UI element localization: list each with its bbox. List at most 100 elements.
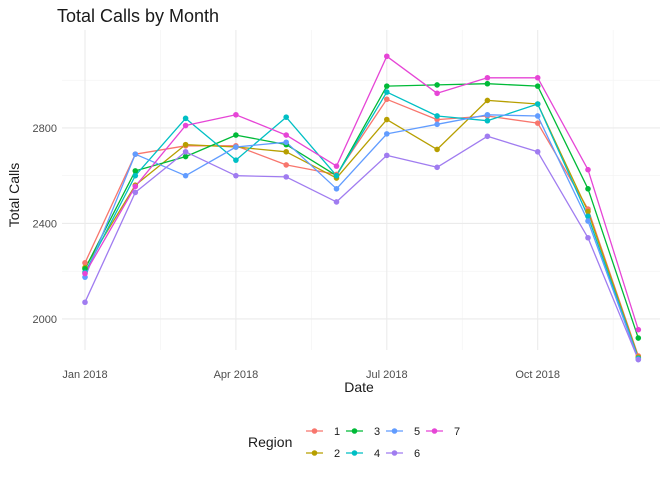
data-point-region-2 — [384, 116, 390, 123]
data-point-region-6 — [233, 172, 239, 179]
legend-item-region-3: 3 — [346, 426, 380, 438]
x-tick-label: Jul 2018 — [366, 369, 408, 381]
legend-label: 4 — [374, 448, 380, 460]
series-line-region-6 — [84, 135, 639, 360]
series-line-region-3 — [84, 83, 639, 339]
data-point-region-5 — [434, 121, 440, 128]
data-point-region-4 — [384, 89, 390, 95]
data-point-region-2 — [585, 208, 591, 215]
legend-label: 2 — [334, 448, 340, 460]
data-point-region-6 — [283, 174, 290, 180]
data-point-region-1 — [82, 260, 88, 266]
data-point-region-7 — [434, 90, 440, 97]
data-point-region-1 — [534, 120, 541, 126]
data-point-region-3 — [635, 335, 642, 341]
data-point-region-4 — [434, 113, 440, 119]
data-point-region-6 — [534, 148, 541, 155]
series-line-region-4 — [84, 91, 639, 359]
legend-key-point — [351, 428, 358, 434]
legend-item-region-1: 1 — [306, 426, 340, 438]
tick-labels: 2000 2400 2800 Jan 2018 Apr 2018 Jul 2018 Oct … — [33, 123, 561, 381]
grid-major — [62, 30, 660, 350]
data-point-region-5 — [384, 131, 390, 137]
data-point-region-6 — [635, 356, 642, 363]
data-point-region-2 — [283, 148, 290, 155]
y-tick-label: 2800 — [33, 123, 57, 135]
legend-label: 6 — [414, 448, 420, 460]
data-point-region-4 — [333, 172, 340, 179]
legend-key-point — [311, 450, 318, 456]
legend-title: Region — [248, 434, 292, 450]
legend-item-region-7: 7 — [426, 426, 460, 438]
y-axis-title: Total Calls — [6, 163, 22, 228]
x-axis-title: Date — [344, 379, 374, 395]
data-point-region-1 — [283, 162, 290, 168]
series-line-region-1 — [84, 98, 639, 357]
data-point-region-5 — [333, 186, 340, 192]
legend-label: 3 — [374, 426, 380, 438]
legend-label: 7 — [454, 426, 460, 438]
legend-key-point — [311, 428, 318, 434]
legend-label: 5 — [414, 426, 420, 438]
legend-item-region-2: 2 — [306, 448, 340, 460]
data-point-region-6 — [82, 299, 88, 306]
legend-key-point — [391, 450, 398, 456]
legend-label: 1 — [334, 426, 340, 438]
data-point-region-6 — [434, 164, 440, 171]
legend: Region 1 2 3 4 5 6 7 — [248, 426, 460, 460]
y-tick-label: 2400 — [33, 218, 57, 230]
data-point-region-2 — [434, 146, 440, 153]
data-point-region-7 — [283, 132, 290, 138]
data-point-region-3 — [534, 83, 541, 89]
data-point-region-7 — [484, 74, 491, 81]
data-point-region-7 — [384, 53, 390, 60]
data-point-region-1 — [384, 96, 390, 103]
data-point-region-6 — [333, 199, 340, 205]
data-point-region-7 — [82, 270, 88, 277]
data-point-region-4 — [585, 213, 591, 220]
data-point-region-7 — [333, 163, 340, 169]
data-point-region-3 — [132, 168, 139, 174]
x-tick-label: Jan 2018 — [62, 369, 107, 381]
series-line-region-5 — [84, 114, 639, 360]
x-tick-label: Apr 2018 — [214, 369, 259, 381]
data-point-region-7 — [585, 166, 591, 173]
data-point-region-2 — [182, 141, 189, 148]
data-point-region-7 — [534, 74, 541, 81]
series-layer — [82, 53, 642, 363]
data-point-region-3 — [384, 83, 390, 89]
y-tick-label: 2000 — [33, 314, 57, 326]
legend-item-region-6: 6 — [386, 448, 420, 460]
data-point-region-7 — [233, 111, 239, 118]
data-point-region-3 — [484, 80, 491, 87]
legend-key-point — [431, 428, 438, 434]
grid-minor — [62, 30, 660, 350]
data-point-region-3 — [182, 153, 189, 160]
data-point-region-5 — [182, 172, 189, 179]
data-point-region-4 — [182, 115, 189, 122]
data-point-region-3 — [233, 132, 239, 138]
data-point-region-4 — [132, 172, 139, 179]
data-point-region-3 — [585, 186, 591, 192]
data-point-region-7 — [635, 326, 642, 333]
data-point-region-5 — [534, 113, 541, 119]
data-point-region-7 — [132, 183, 139, 190]
data-point-region-3 — [434, 82, 440, 88]
data-point-region-5 — [233, 144, 239, 150]
data-point-region-5 — [132, 151, 139, 157]
data-point-region-4 — [534, 101, 541, 107]
data-point-region-5 — [283, 139, 290, 146]
legend-item-region-4: 4 — [346, 448, 380, 460]
data-point-region-5 — [484, 111, 491, 118]
legend-key-point — [351, 450, 358, 456]
chart-title: Total Calls by Month — [57, 6, 219, 26]
data-point-region-5 — [585, 218, 591, 224]
data-point-region-4 — [233, 157, 239, 163]
data-point-region-4 — [283, 114, 290, 120]
legend-item-region-5: 5 — [386, 426, 420, 438]
data-point-region-4 — [484, 117, 491, 124]
data-point-region-2 — [484, 97, 491, 104]
data-point-region-6 — [132, 189, 139, 196]
x-tick-label: Oct 2018 — [515, 369, 560, 381]
